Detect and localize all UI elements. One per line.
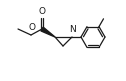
Polygon shape [41,27,55,37]
Text: O: O [28,23,36,32]
Text: N: N [69,26,76,35]
Text: O: O [39,6,45,15]
